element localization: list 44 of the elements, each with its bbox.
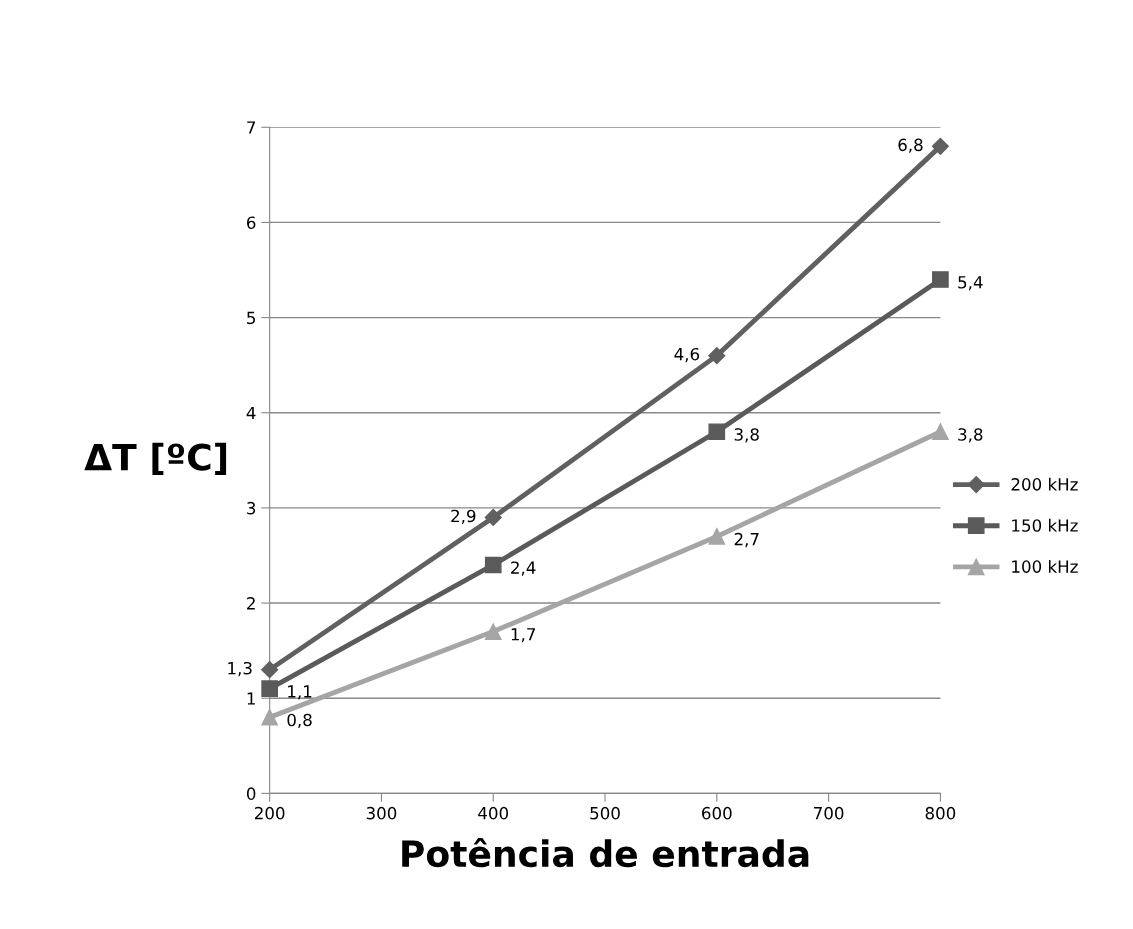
y-tick-label: 0: [246, 787, 256, 800]
y-tick-label: 3: [247, 501, 256, 515]
point: [708, 423, 726, 441]
legend-label: 150 kHz: [1012, 518, 1078, 532]
data-label: 1,7: [511, 628, 535, 643]
y-tick-label: 6: [247, 216, 256, 229]
point: [932, 423, 949, 441]
y-axis-title: ΔT [ºC]: [84, 442, 227, 476]
data-label: 5,4: [958, 276, 983, 291]
x-tick-label: 500: [590, 806, 620, 820]
data-label: 2,9: [451, 509, 476, 524]
data-label: 0,8: [287, 713, 312, 728]
x-tick-label: 600: [702, 806, 732, 820]
data-label: 2,4: [511, 561, 536, 576]
point: [484, 556, 502, 574]
point: [261, 708, 278, 726]
y-tick-label: 5: [247, 311, 255, 325]
legend-label: 100 kHz: [1012, 559, 1078, 573]
point: [932, 271, 949, 288]
point: [484, 623, 502, 640]
x-tick-label: 300: [366, 806, 397, 820]
point: [708, 347, 726, 365]
y-tick-label: 2: [247, 597, 255, 610]
point: [708, 528, 726, 545]
x-tick-label: 200: [254, 806, 285, 820]
data-label: 1,3: [228, 661, 252, 677]
legend-label: 200 kHz: [1011, 477, 1078, 491]
y-tick-label: 4: [246, 406, 256, 420]
point: [261, 661, 279, 679]
point: [931, 137, 949, 155]
point: [261, 680, 278, 698]
data-label: 3,8: [734, 428, 759, 443]
data-label: 6,8: [898, 138, 923, 153]
x-tick-label: 700: [814, 806, 844, 820]
data-label: 4,6: [674, 347, 700, 363]
data-label: 3,8: [958, 428, 983, 443]
y-tick-label: 7: [247, 121, 256, 134]
x-tick-label: 800: [925, 806, 956, 820]
point: [484, 508, 502, 526]
y-tick-label: 1: [247, 692, 255, 705]
x-axis-title: Potência de entrada: [402, 837, 809, 868]
x-tick-label: 400: [478, 806, 509, 820]
data-label: 1,1: [288, 685, 312, 700]
data-label: 2,7: [734, 532, 759, 548]
